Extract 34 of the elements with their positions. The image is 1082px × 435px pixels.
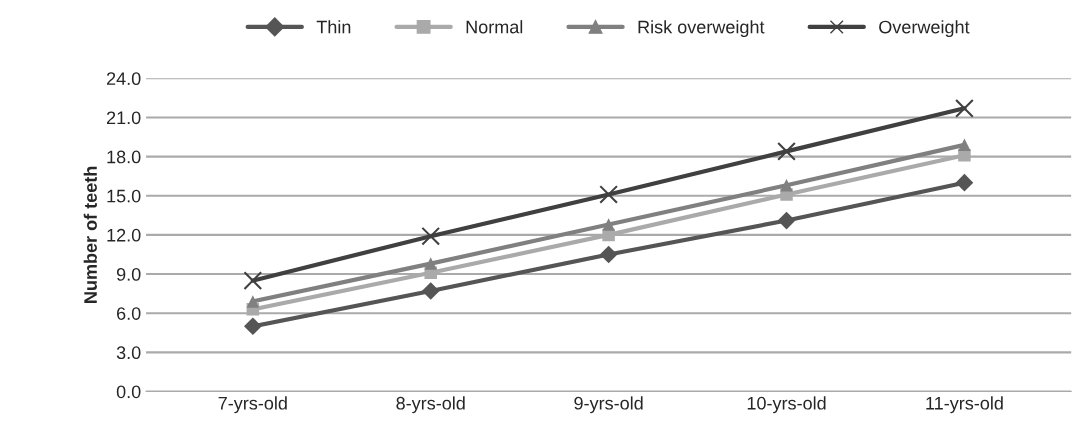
point [246, 295, 260, 308]
point [243, 271, 263, 290]
point [243, 317, 262, 336]
point [780, 179, 793, 192]
x-tick-label: 11-yrs-old [926, 396, 1003, 414]
y-tick-label: 12.0 [107, 228, 141, 242]
x-tick-label: 7-yrs-old [218, 396, 287, 414]
y-tick-label: 3.0 [116, 346, 141, 360]
point [777, 211, 796, 230]
y-tick-label: 9.0 [116, 267, 141, 281]
point [777, 142, 796, 161]
x-tick-label: 8-yrs-old [396, 396, 465, 414]
legend-label: Normal [466, 20, 523, 34]
y-tick-label: 6.0 [117, 307, 141, 320]
point [599, 245, 618, 264]
x-tick-label: 10-yrs-old [747, 396, 826, 414]
x-tick-label: 9-yrs-old [574, 396, 643, 414]
point [958, 138, 971, 152]
y-tick-label: 21.0 [106, 111, 141, 125]
point [602, 218, 615, 231]
point [599, 185, 618, 204]
legend-label: Thin [316, 20, 351, 34]
y-tick-label: 0.0 [116, 385, 141, 399]
y-axis-title: Number of teeth [83, 166, 97, 303]
point [424, 257, 437, 270]
y-tick-label: 15.0 [107, 189, 141, 203]
point [421, 226, 441, 246]
y-tick-label: 18.0 [107, 150, 141, 164]
legend-label: Risk overweight [638, 20, 765, 37]
point [421, 282, 440, 300]
legend-label: Overweight [879, 20, 970, 37]
point [955, 98, 974, 118]
point [955, 173, 974, 192]
y-tick-label: 24.0 [106, 72, 141, 86]
